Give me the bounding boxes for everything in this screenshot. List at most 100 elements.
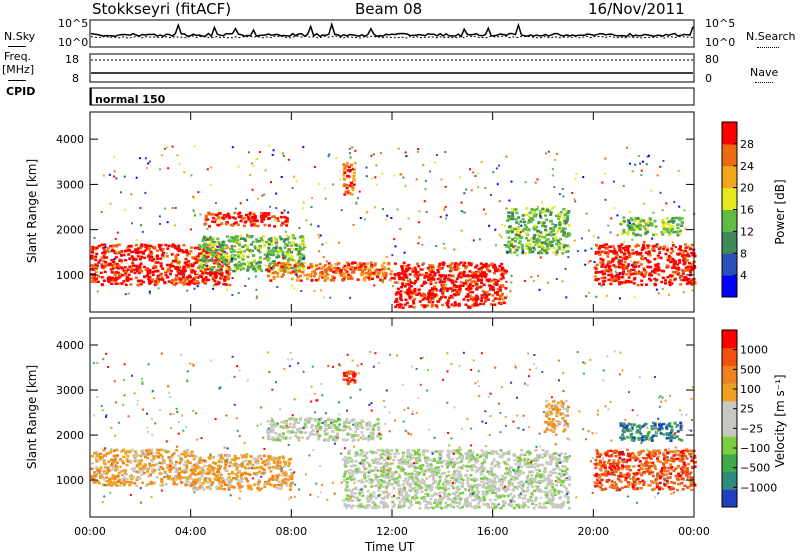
heatmap-cell bbox=[597, 236, 600, 239]
heatmap-cell bbox=[532, 280, 535, 283]
heatmap-cell bbox=[489, 303, 493, 306]
heatmap-cell bbox=[117, 264, 121, 267]
heatmap-cell bbox=[503, 296, 507, 299]
heatmap-cell bbox=[450, 303, 454, 306]
heatmap-cell bbox=[268, 268, 272, 271]
heatmap-cell bbox=[144, 465, 148, 469]
heatmap-cell bbox=[500, 292, 504, 296]
heatmap-cell bbox=[189, 262, 193, 266]
heatmap-cell bbox=[253, 214, 257, 218]
heatmap-cell bbox=[207, 278, 210, 282]
heatmap-cell bbox=[512, 227, 516, 231]
heatmap-cell bbox=[114, 256, 118, 259]
heatmap-cell bbox=[205, 470, 209, 474]
heatmap-cell bbox=[167, 456, 171, 459]
heatmap-cell bbox=[350, 277, 354, 280]
heatmap-cell bbox=[353, 161, 357, 165]
heatmap-cell bbox=[271, 474, 275, 478]
heatmap-cell bbox=[101, 264, 104, 267]
heatmap-cell bbox=[181, 470, 184, 474]
heatmap-cell bbox=[554, 158, 557, 161]
heatmap-cell bbox=[249, 218, 253, 221]
heatmap-cell bbox=[91, 245, 95, 249]
heatmap-cell bbox=[281, 251, 285, 254]
heatmap-cell bbox=[361, 264, 365, 267]
heatmap-cell bbox=[277, 261, 281, 265]
heatmap-cell bbox=[211, 277, 215, 281]
heatmap-cell bbox=[203, 235, 206, 239]
heatmap-cell bbox=[339, 270, 343, 273]
heatmap-cell bbox=[192, 483, 196, 486]
heatmap-cell bbox=[636, 233, 639, 236]
heatmap-cell bbox=[292, 418, 296, 422]
heatmap-cell bbox=[207, 272, 210, 275]
heatmap-cell bbox=[193, 197, 196, 200]
heatmap-cell bbox=[195, 465, 199, 469]
heatmap-cell bbox=[115, 262, 119, 266]
heatmap-cell bbox=[222, 277, 226, 280]
freq-unit: [MHz] bbox=[2, 63, 35, 76]
heatmap-cell bbox=[281, 479, 285, 482]
heatmap-cell bbox=[203, 464, 207, 468]
heatmap-cell bbox=[231, 216, 235, 219]
heatmap-cell bbox=[618, 246, 622, 250]
heatmap-cell bbox=[115, 244, 119, 247]
heatmap-cell bbox=[511, 217, 515, 221]
heatmap-cell bbox=[186, 459, 190, 462]
heatmap-cell bbox=[270, 417, 274, 421]
heatmap-cell bbox=[545, 248, 549, 251]
heatmap-cell bbox=[254, 269, 257, 273]
heatmap-cell bbox=[356, 434, 360, 437]
heatmap-cell bbox=[399, 173, 402, 176]
heatmap-cell bbox=[540, 244, 544, 248]
heatmap-cell bbox=[162, 461, 166, 465]
heatmap-cell bbox=[679, 229, 682, 233]
heatmap-cell bbox=[351, 146, 354, 149]
heatmap-cell bbox=[509, 242, 513, 245]
heatmap-cell bbox=[537, 239, 541, 242]
heatmap-cell bbox=[223, 279, 227, 282]
heatmap-cell bbox=[212, 284, 215, 287]
heatmap-cell bbox=[449, 294, 453, 298]
heatmap-cell bbox=[637, 244, 641, 247]
heatmap-cell bbox=[271, 248, 275, 251]
heatmap-cell bbox=[489, 288, 492, 291]
heatmap-cell bbox=[548, 247, 552, 250]
heatmap-cell bbox=[638, 217, 642, 221]
heatmap-cell bbox=[458, 284, 462, 287]
heatmap-cell bbox=[642, 244, 645, 248]
heatmap-cell bbox=[438, 281, 442, 284]
heatmap-cell bbox=[452, 473, 455, 476]
heatmap-cell bbox=[539, 256, 542, 259]
heatmap-cell bbox=[509, 290, 512, 293]
heatmap-cell bbox=[212, 240, 216, 244]
heatmap-cell bbox=[191, 278, 195, 281]
heatmap-cell bbox=[126, 279, 130, 282]
heatmap-cell bbox=[392, 459, 396, 462]
heatmap-cell bbox=[134, 248, 138, 251]
heatmap-cell bbox=[645, 223, 648, 226]
heatmap-cell bbox=[112, 271, 116, 274]
heatmap-cell bbox=[301, 271, 305, 274]
heatmap-cell bbox=[138, 264, 142, 267]
heatmap-cell bbox=[133, 271, 137, 275]
heatmap-cell bbox=[650, 248, 654, 251]
heatmap-cell bbox=[373, 423, 377, 427]
heatmap-cell bbox=[436, 271, 440, 274]
heatmap-cell bbox=[623, 252, 626, 255]
heatmap-cell bbox=[626, 146, 628, 149]
heatmap-cell bbox=[673, 266, 677, 269]
heatmap-cell bbox=[158, 245, 162, 248]
heatmap-cell bbox=[332, 279, 336, 282]
heatmap-cell bbox=[343, 183, 347, 186]
heatmap-cell bbox=[287, 418, 291, 421]
heatmap-cell bbox=[353, 167, 356, 170]
heatmap-cell bbox=[262, 218, 266, 221]
heatmap-cell bbox=[283, 263, 287, 267]
heatmap-cell bbox=[505, 207, 508, 210]
heatmap-cell bbox=[287, 211, 290, 214]
heatmap-cell bbox=[140, 269, 143, 273]
heatmap-cell bbox=[559, 225, 562, 228]
heatmap-cell bbox=[445, 287, 449, 290]
